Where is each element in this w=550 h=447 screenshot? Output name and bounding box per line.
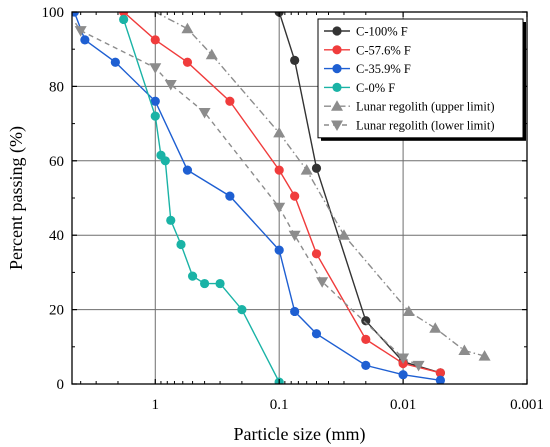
data-point (150, 111, 160, 121)
y-tick-label: 40 (49, 228, 64, 244)
data-point (361, 316, 371, 326)
data-point (199, 278, 210, 289)
legend-swatch-marker (331, 120, 343, 131)
series-layer (72, 12, 491, 384)
y-tick-label: 60 (49, 154, 64, 170)
legend-label: C-57.6% F (356, 43, 411, 57)
data-point (72, 12, 79, 17)
data-point (412, 360, 425, 372)
data-point (290, 306, 300, 317)
data-point (435, 375, 445, 384)
data-point (176, 239, 186, 250)
data-point (288, 230, 301, 242)
data-point (205, 48, 218, 60)
legend-swatch-marker (332, 45, 342, 55)
data-point (150, 35, 160, 45)
data-point (361, 360, 371, 370)
legend-label: C-100% F (356, 25, 408, 39)
data-point (311, 163, 322, 173)
data-point (337, 229, 350, 240)
legend-swatch-marker (332, 64, 342, 74)
data-point (74, 26, 87, 37)
y-tick-label: 0 (57, 377, 65, 393)
series-line (73, 12, 441, 381)
data-point (182, 165, 193, 175)
legend-swatch-marker (331, 100, 343, 111)
data-point (402, 305, 415, 316)
series-line (278, 12, 441, 374)
legend-label: C-35.9% F (356, 62, 411, 76)
series-4 (154, 12, 491, 361)
series-line (154, 12, 485, 357)
y-tick-label: 20 (49, 303, 64, 319)
data-point (435, 368, 445, 378)
series-5 (74, 22, 425, 372)
data-point (274, 165, 284, 175)
x-axis-title: Particle size (mm) (234, 424, 366, 445)
x-tick-label: 0.01 (390, 397, 416, 413)
data-point (187, 271, 198, 281)
data-point (290, 191, 300, 201)
legend: C-100% F C-57.6% F C-35.9% F C-0% F Lunar re… (317, 18, 526, 141)
data-point (429, 322, 442, 333)
data-point (361, 334, 371, 344)
data-point (300, 164, 313, 175)
legend-swatch-marker (332, 82, 342, 92)
series-2 (72, 12, 445, 384)
legend-swatch-marker (332, 26, 342, 36)
x-tick-label: 0.001 (510, 397, 544, 413)
data-point (273, 202, 286, 214)
legend-label: C-0% F (356, 81, 395, 95)
data-point (181, 22, 194, 34)
data-point (119, 14, 129, 25)
data-point (110, 57, 120, 67)
data-point (225, 191, 235, 201)
data-point (397, 353, 410, 364)
data-point (119, 12, 129, 17)
data-point (478, 350, 491, 361)
legend-label: Lunar regolith (upper limit) (356, 100, 495, 114)
data-point (273, 126, 286, 138)
data-point (274, 245, 284, 255)
data-point (215, 278, 225, 289)
series-3 (119, 14, 284, 384)
legend-box (317, 18, 524, 139)
series-line (123, 12, 441, 374)
ticks: 0 20 40 60 80 100 1 0.1 0.01 0.001 (42, 5, 544, 413)
y-axis-title: Percent passing (%) (6, 126, 27, 270)
data-point (458, 344, 471, 356)
data-point (225, 96, 235, 106)
data-point (290, 55, 300, 65)
data-point (237, 305, 247, 315)
y-tick-label: 100 (42, 5, 65, 21)
data-point (166, 215, 176, 225)
data-point (398, 370, 408, 380)
data-point (160, 156, 170, 166)
series-line (74, 22, 419, 367)
y-tick-label: 80 (49, 79, 64, 95)
data-point (198, 107, 211, 119)
data-point (80, 35, 90, 45)
x-tick-label: 1 (152, 397, 160, 413)
data-point (149, 63, 162, 74)
legend-label: Lunar regolith (lower limit) (356, 119, 495, 133)
data-point (316, 277, 329, 288)
data-point (182, 57, 193, 67)
data-point (311, 249, 322, 259)
data-point (164, 80, 177, 91)
data-point (150, 96, 160, 106)
data-point (311, 329, 322, 339)
series-1 (119, 12, 445, 378)
x-tick-label: 0.1 (270, 397, 289, 413)
